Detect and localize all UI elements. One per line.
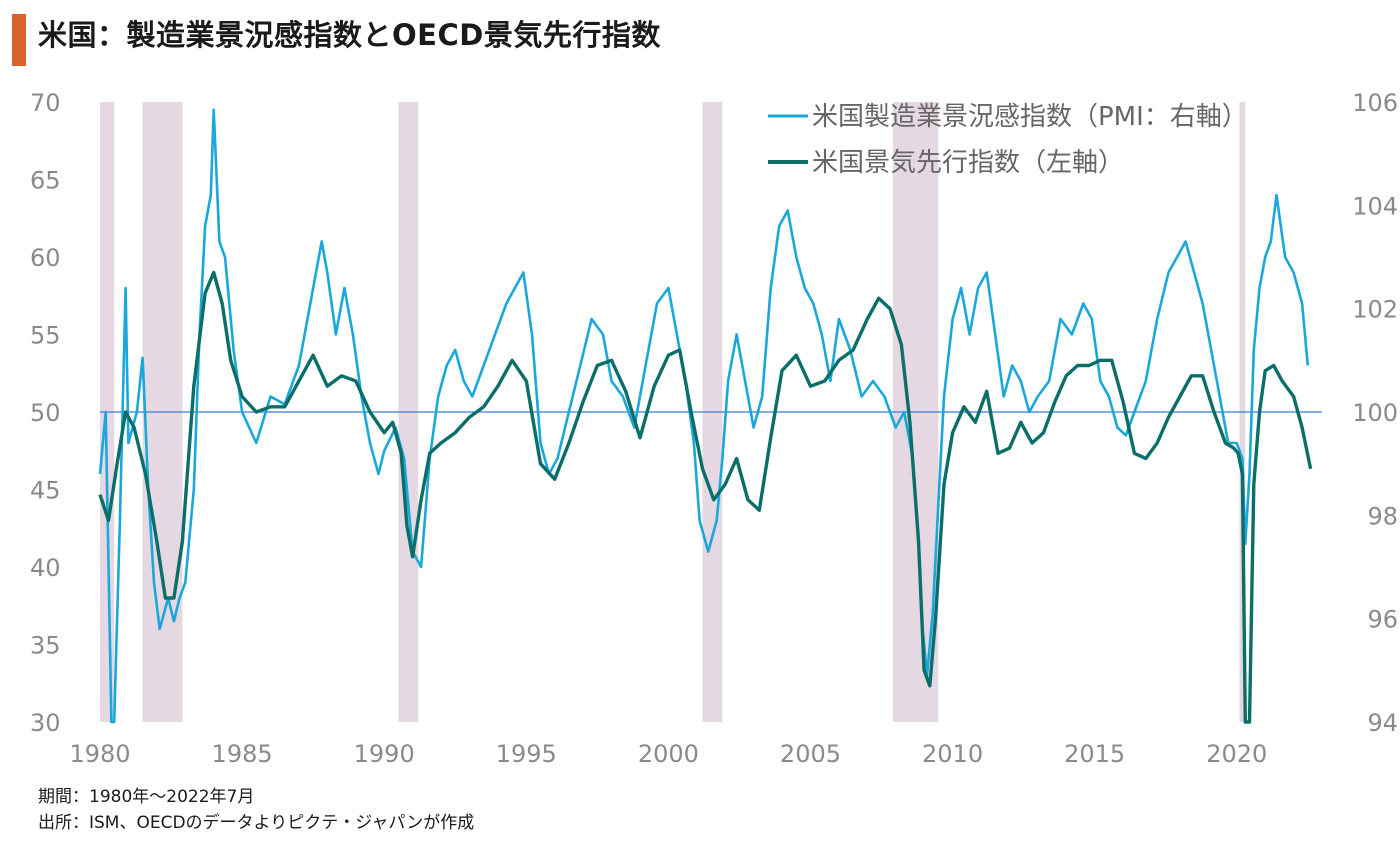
x-tick-2005: 2005 (780, 740, 841, 768)
left-tick-70: 70 (30, 89, 61, 117)
legend-label-oecd: 米国景気先行指数（左軸） (812, 148, 1124, 178)
x-axis-ticks: 1980 1985 1990 1995 2000 2005 2010 2015 2020 (69, 740, 1267, 768)
left-tick-40: 40 (30, 554, 61, 582)
source-note: 出所：ISM、OECDのデータよりピクテ・ジャパンが作成 (38, 813, 475, 833)
right-tick-104: 104 (1352, 192, 1398, 220)
x-tick-1990: 1990 (354, 740, 415, 768)
title-accent-bar (12, 14, 26, 66)
left-axis-ticks: 30 35 40 45 50 55 60 65 70 (30, 89, 61, 737)
chart-title: 米国：製造業景況感指数とOECD景気先行指数 (38, 18, 661, 52)
x-tick-2000: 2000 (638, 740, 699, 768)
x-tick-2015: 2015 (1064, 740, 1125, 768)
left-tick-65: 65 (30, 167, 61, 195)
left-tick-45: 45 (30, 477, 61, 505)
left-tick-55: 55 (30, 322, 61, 350)
right-tick-100: 100 (1352, 399, 1398, 427)
chart-notes: 期間：1980年～2022年7月 出所：ISM、OECDのデータよりピクテ・ジャ… (38, 784, 474, 836)
right-tick-94: 94 (1367, 709, 1398, 737)
legend: 米国製造業景況感指数（PMI：右軸） 米国景気先行指数（左軸） (768, 102, 1248, 178)
legend-label-pmi: 米国製造業景況感指数（PMI：右軸） (812, 102, 1248, 132)
right-tick-96: 96 (1367, 606, 1398, 634)
series-lines (98, 108, 1313, 724)
period-note: 期間：1980年～2022年7月 (38, 787, 255, 807)
right-tick-98: 98 (1367, 502, 1398, 530)
right-axis-ticks: 94 96 98 100 102 104 106 (1352, 89, 1398, 737)
x-tick-1995: 1995 (496, 740, 557, 768)
right-tick-106: 106 (1352, 89, 1398, 117)
series-line-1 (98, 270, 1313, 724)
left-tick-35: 35 (30, 632, 61, 660)
right-tick-102: 102 (1352, 296, 1398, 324)
x-tick-2020: 2020 (1206, 740, 1267, 768)
x-tick-1980: 1980 (69, 740, 130, 768)
x-tick-2010: 2010 (922, 740, 983, 768)
x-tick-1985: 1985 (212, 740, 273, 768)
left-tick-30: 30 (30, 709, 61, 737)
series-line-0 (98, 108, 1310, 724)
left-tick-50: 50 (30, 399, 61, 427)
left-tick-60: 60 (30, 244, 61, 272)
